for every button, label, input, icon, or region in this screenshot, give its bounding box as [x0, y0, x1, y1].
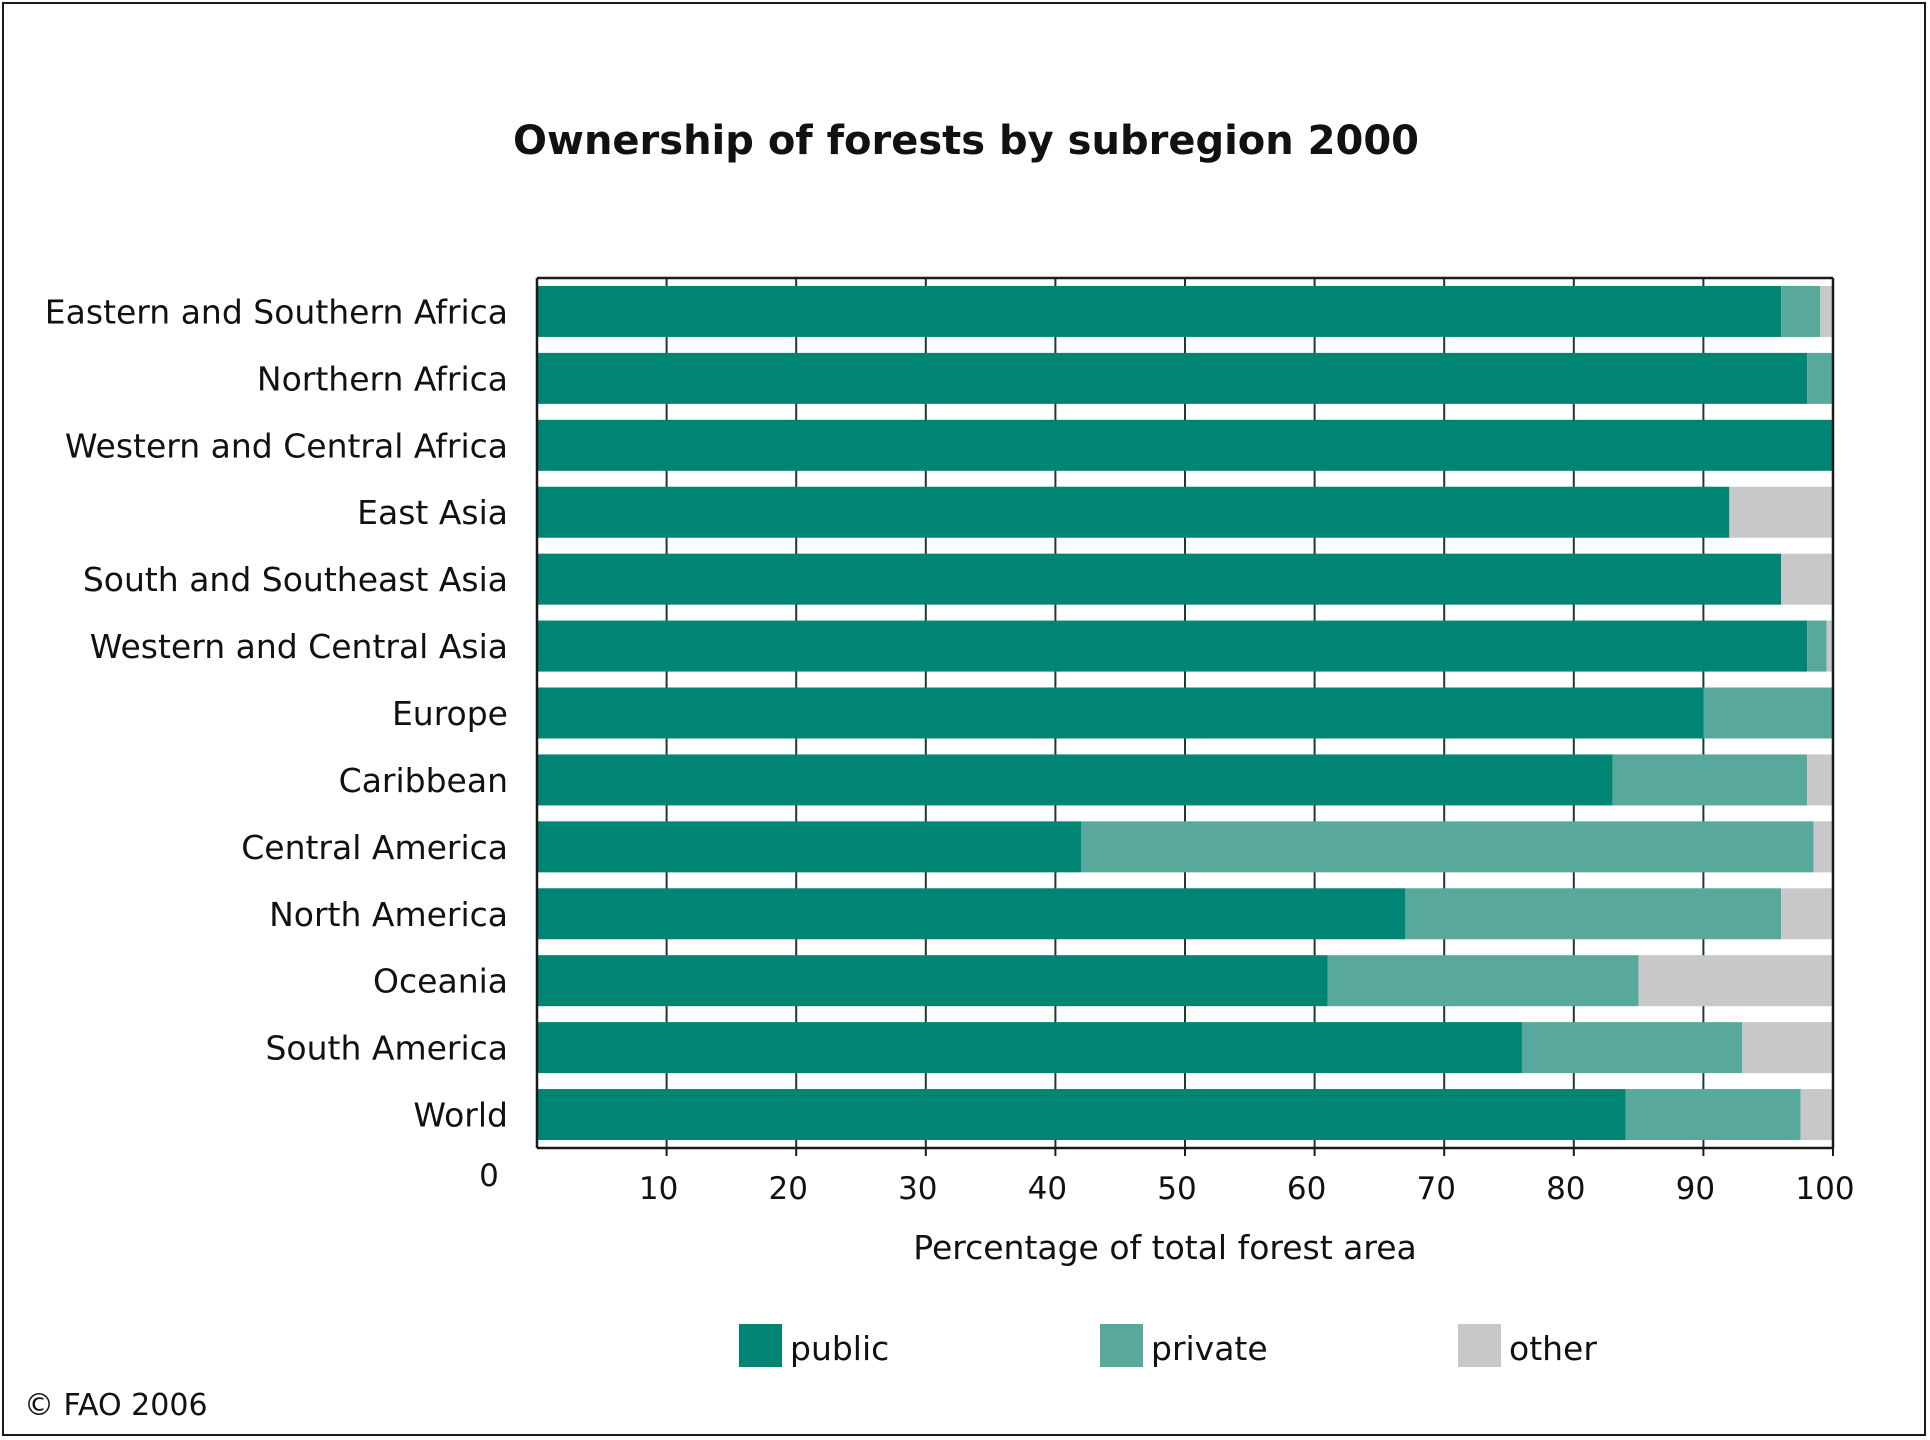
- bar-public: [537, 620, 1808, 672]
- bar-other: [1781, 888, 1833, 940]
- category-label: Western and Central Africa: [65, 426, 508, 465]
- copyright: © FAO 2006: [24, 1388, 208, 1423]
- x-tick-label: 60: [1287, 1171, 1326, 1207]
- category-label: Caribbean: [339, 761, 508, 800]
- bar-private: [1781, 285, 1821, 337]
- legend-label-private: private: [1151, 1329, 1268, 1368]
- category-label: Europe: [392, 694, 508, 733]
- bar-private: [1625, 1089, 1801, 1141]
- x-tick-label: 90: [1676, 1171, 1715, 1207]
- category-label: East Asia: [357, 493, 508, 532]
- bar-public: [537, 1022, 1522, 1074]
- bar-public: [537, 419, 1833, 471]
- bar-other: [1826, 620, 1833, 672]
- bar-public: [537, 821, 1082, 873]
- bar-private: [1807, 352, 1833, 404]
- legend-label-public: public: [790, 1329, 889, 1368]
- legend-label-other: other: [1509, 1329, 1597, 1368]
- category-label: Central America: [241, 828, 508, 867]
- bar-other: [1729, 486, 1833, 538]
- x-tick-label: 10: [639, 1171, 678, 1207]
- x-tick-label: 20: [768, 1171, 807, 1207]
- legend-swatch-public: [739, 1324, 782, 1367]
- bar-private: [1081, 821, 1814, 873]
- bar-public: [537, 553, 1782, 605]
- bar-private: [1327, 955, 1639, 1007]
- category-label: Eastern and Southern Africa: [45, 292, 508, 331]
- category-label: Northern Africa: [257, 359, 508, 398]
- legend-swatch-other: [1458, 1324, 1501, 1367]
- x-origin-label: 0: [479, 1158, 499, 1194]
- x-tick-label: 100: [1795, 1171, 1854, 1207]
- bar-private: [1807, 620, 1827, 672]
- bar-private: [1703, 687, 1833, 739]
- chart-title: Ownership of forests by subregion 2000: [513, 118, 1419, 164]
- category-label: World: [413, 1096, 508, 1135]
- x-tick-label: 80: [1546, 1171, 1585, 1207]
- bar-public: [537, 285, 1782, 337]
- bar-private: [1405, 888, 1782, 940]
- x-tick-label: 50: [1157, 1171, 1196, 1207]
- category-label: Oceania: [373, 962, 508, 1001]
- legend: public private other: [739, 1324, 1597, 1368]
- bar-other: [1807, 754, 1833, 806]
- bar-private: [1612, 754, 1808, 806]
- bar-other: [1781, 553, 1833, 605]
- category-label: Western and Central Asia: [90, 627, 508, 666]
- bar-other: [1820, 285, 1833, 337]
- bar-public: [537, 754, 1613, 806]
- category-label: South and Southeast Asia: [83, 560, 508, 599]
- bar-private: [1521, 1022, 1743, 1074]
- x-tick-label: 30: [898, 1171, 937, 1207]
- bar-public: [537, 486, 1730, 538]
- legend-swatch-private: [1100, 1324, 1143, 1367]
- bar-other: [1742, 1022, 1833, 1074]
- bar-other: [1638, 955, 1833, 1007]
- bar-public: [537, 1089, 1626, 1141]
- bar-other: [1813, 821, 1833, 873]
- bar-other: [1800, 1089, 1833, 1141]
- bar-public: [537, 687, 1704, 739]
- category-label: South America: [265, 1029, 508, 1068]
- category-label: North America: [269, 895, 508, 934]
- x-axis-label: Percentage of total forest area: [913, 1228, 1417, 1267]
- x-tick-label: 70: [1416, 1171, 1455, 1207]
- bar-public: [537, 888, 1406, 940]
- bar-public: [537, 352, 1808, 404]
- bar-public: [537, 955, 1328, 1007]
- x-tick-label: 40: [1028, 1171, 1067, 1207]
